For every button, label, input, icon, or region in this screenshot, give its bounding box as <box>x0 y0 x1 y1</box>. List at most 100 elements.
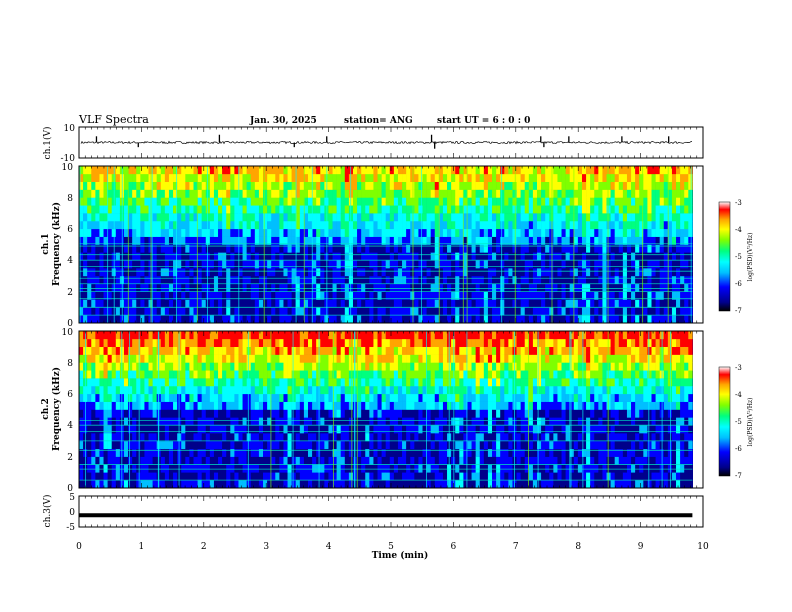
spec2-cell <box>328 425 333 434</box>
spec1-cell <box>549 197 554 206</box>
spec1-cell <box>569 260 575 269</box>
spec1-cell <box>659 252 665 261</box>
spec1-cell <box>545 173 550 182</box>
spec2-cell <box>185 338 190 347</box>
spec1-cell <box>344 189 350 198</box>
spec1-cell <box>377 291 382 300</box>
spec2-cell <box>393 472 399 481</box>
spec1-cell <box>414 315 419 324</box>
spec2-cell <box>332 331 337 340</box>
spec1-cell <box>442 275 448 285</box>
spec1-cell <box>340 244 346 253</box>
spec1-cell <box>545 268 550 277</box>
spec2-cell <box>332 354 337 363</box>
spec2-cell <box>152 346 157 355</box>
spec1-cell <box>389 189 395 198</box>
spec2-cell <box>430 440 436 450</box>
spec2-cell <box>152 480 157 489</box>
spec1-cell <box>520 205 526 214</box>
spec2-cell <box>140 433 145 442</box>
spec2-cell <box>320 464 325 473</box>
spec1-cell <box>451 220 456 230</box>
spec2-cell <box>79 433 84 442</box>
spec2-cell <box>95 331 100 340</box>
spec1-cell <box>622 315 628 324</box>
spec1-cell <box>164 260 170 269</box>
spec1-cell <box>512 197 517 206</box>
spec2-cell <box>164 472 170 481</box>
spec1-cell <box>631 307 636 316</box>
spec1-cell <box>463 291 468 300</box>
spec2-cell <box>246 464 252 473</box>
spec2-cell <box>271 480 276 489</box>
spec2-cell <box>144 425 149 434</box>
spec1-cell <box>610 244 615 253</box>
ch1-cbar-tick-m7: -7 <box>735 307 742 315</box>
spec1-cell <box>532 252 538 261</box>
spec2-cell <box>414 401 419 410</box>
spec1-cell <box>213 252 219 261</box>
spec1-cell <box>213 173 219 182</box>
spec1-cell <box>230 307 235 316</box>
spec2-cell <box>312 472 317 481</box>
spec2-cell <box>442 448 448 457</box>
spec1-cell <box>581 166 587 175</box>
spec2-cell <box>263 378 268 387</box>
spec1-cell <box>537 268 542 277</box>
spec2-cell <box>381 448 386 457</box>
spec1-cell <box>246 181 252 190</box>
spec1-cell <box>410 307 415 316</box>
spec1-cell <box>312 299 317 308</box>
spec2-cell <box>308 393 313 402</box>
spec1-cell <box>512 315 517 324</box>
spec2-cell <box>385 331 391 340</box>
spec1-cell <box>136 307 141 316</box>
spec2-cell <box>115 393 121 402</box>
spec1-cell <box>504 213 509 222</box>
spec2-cell <box>115 362 121 371</box>
spec2-cell <box>410 448 415 457</box>
spec1-cell <box>132 307 137 316</box>
spec1-cell <box>422 166 427 175</box>
spec1-cell <box>598 228 603 237</box>
spec2-cell <box>168 401 174 410</box>
spec2-cell <box>242 472 247 481</box>
spec2-cell <box>91 440 96 450</box>
spec1-cell <box>614 275 620 285</box>
spec1-cell <box>483 283 489 292</box>
spec2-cell <box>348 331 354 340</box>
spec1-cell <box>651 307 656 316</box>
spec1-cell <box>373 268 378 277</box>
spec2-cell <box>181 401 186 410</box>
spec1-cell <box>107 291 113 300</box>
spec2-cell <box>348 409 354 418</box>
spec2-cell <box>463 409 468 418</box>
spec2-cell <box>397 362 403 371</box>
spec1-cell <box>344 315 350 324</box>
spec1-cell <box>308 213 313 222</box>
spec1-cell <box>312 283 317 292</box>
spec1-cell <box>557 197 562 206</box>
spec1-cell <box>676 205 681 214</box>
spec1-cell <box>557 283 562 292</box>
spec1-cell <box>426 275 431 285</box>
spec1-cell <box>160 173 166 182</box>
spec1-cell <box>639 307 644 316</box>
spec2-cell <box>369 464 374 473</box>
spec1-cell <box>91 181 96 190</box>
spec1-cell <box>442 205 448 214</box>
spec1-cell <box>79 291 84 300</box>
spec1-cell <box>614 205 620 214</box>
spec2-cell <box>79 354 84 363</box>
spec1-cell <box>152 205 157 214</box>
spec1-cell <box>676 260 681 269</box>
spec1-cell <box>442 166 448 175</box>
spec1-cell <box>467 268 472 277</box>
spec1-cell <box>459 197 464 206</box>
spec1-cell <box>438 283 444 292</box>
spec2-cell <box>299 417 305 426</box>
spec1-cell <box>267 283 272 292</box>
spec1-cell <box>222 173 227 182</box>
spec1-cell <box>271 236 276 245</box>
spec1-cell <box>479 252 485 261</box>
